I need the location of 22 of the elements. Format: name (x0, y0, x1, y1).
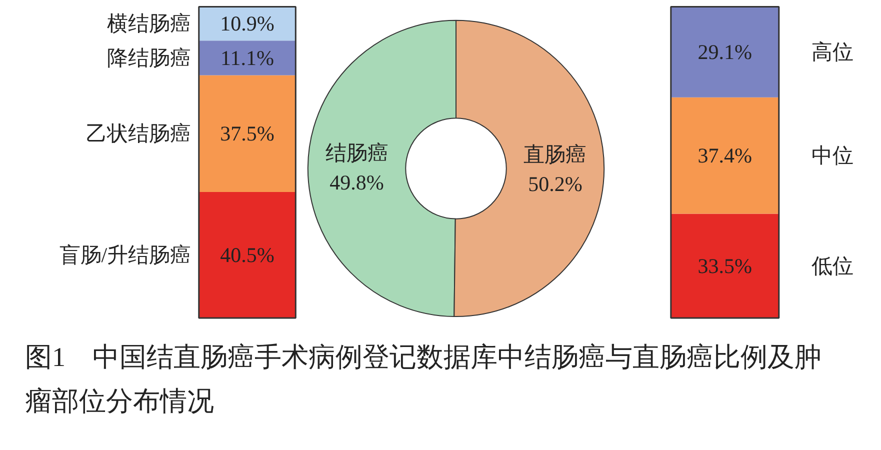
series-label: 盲肠/升结肠癌 (59, 243, 192, 268)
data-label: 33.5% (698, 254, 752, 278)
data-label: 37.5% (220, 122, 274, 146)
series-label: 高位 (811, 40, 854, 64)
data-label: 49.8% (330, 170, 384, 195)
data-label: 40.5% (220, 243, 274, 268)
slice-label: 结肠癌 (325, 141, 388, 166)
series-label: 乙状结肠癌 (86, 122, 192, 146)
bar (198, 75, 296, 192)
series-label: 低位 (811, 254, 854, 278)
data-label: 29.1% (698, 40, 752, 64)
caption: 图1 中国结直肠癌手术病例登记数据库中结肠癌与直肠癌比例及肿瘤部位分布情况 (24, 341, 822, 418)
bar (198, 40, 296, 76)
data-label: 50.2% (528, 172, 582, 196)
data-label: 10.9% (220, 12, 274, 36)
series-label: 中位 (811, 144, 854, 168)
series-label: 降结肠癌 (107, 46, 192, 70)
series-label: 横结肠癌 (107, 12, 192, 36)
data-label: 11.1% (220, 46, 274, 70)
slice-label: 直肠癌 (524, 142, 587, 166)
data-label: 37.4% (698, 144, 752, 168)
bar (198, 192, 296, 318)
